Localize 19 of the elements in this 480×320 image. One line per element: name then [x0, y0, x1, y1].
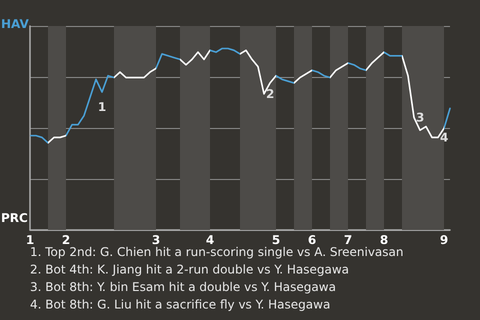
x-tick-label: 3	[152, 233, 160, 247]
annotation: 1	[98, 100, 106, 114]
x-tick-label: 8	[380, 233, 388, 247]
x-tick-label: 1	[26, 233, 34, 247]
text: HAV	[1, 17, 30, 31]
text: 1. Top 2nd: G. Chien hit a run-scoring single vs A. Sreenivasan	[30, 245, 404, 259]
x-tick-label: 2	[62, 233, 70, 247]
text: 3. Bot 8th: Y. bin Esam hit a double vs Y. Hasegawa	[30, 280, 336, 294]
x-tick-label: 4	[206, 233, 214, 247]
text: 2. Bot 4th: K. Jiang hit a 2-run double vs Y. Hasegawa	[30, 262, 350, 276]
annotation: 2	[266, 86, 274, 101]
x-tick-label: 9	[440, 233, 448, 247]
x-tick-label: 6	[308, 233, 316, 247]
text: PRC	[1, 211, 28, 225]
text: 4. Bot 8th: G. Liu hit a sacrifice fly vs Y. Hasegawa	[30, 298, 330, 312]
annotation: 3	[416, 110, 424, 124]
x-tick-label: 7	[344, 233, 352, 247]
x-tick-label: 5	[272, 233, 280, 247]
annotation: 4	[440, 130, 448, 144]
